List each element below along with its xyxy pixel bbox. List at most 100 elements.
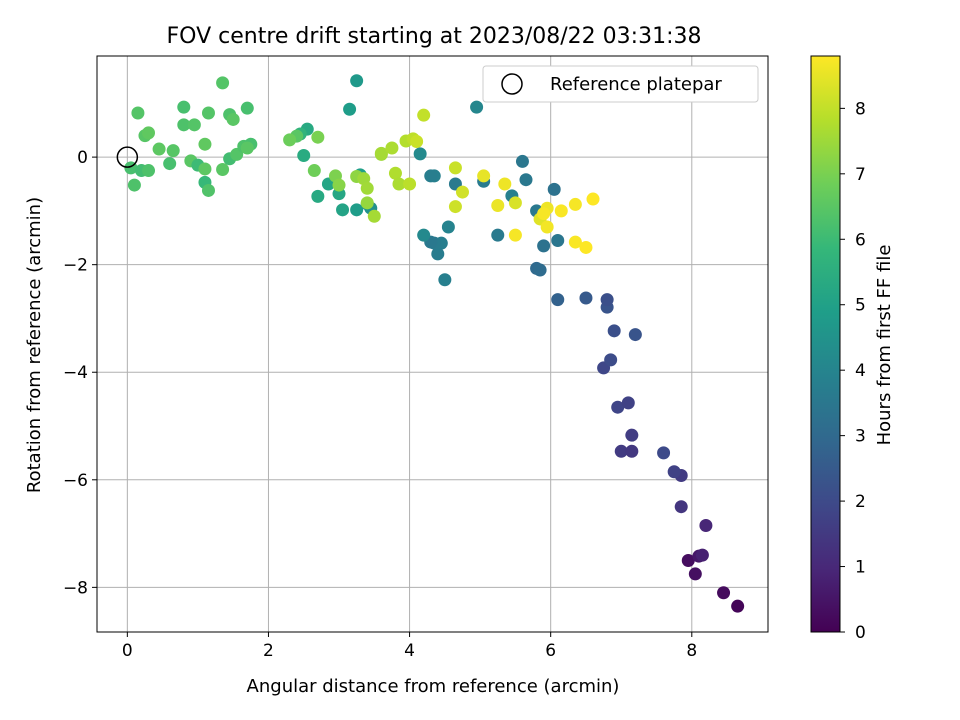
x-tick-label: 4 [404,641,415,661]
data-point [142,164,156,178]
data-point [216,76,230,90]
data-point [551,233,565,247]
data-point [431,247,445,261]
colorbar-tick-label: 5 [855,296,866,316]
x-tick-label: 8 [686,641,697,661]
data-point [628,328,642,342]
data-point [198,162,212,176]
legend: Reference platepar [482,65,759,103]
data-point [579,291,593,305]
data-point [198,137,212,151]
data-point [216,162,230,176]
data-point [579,240,593,254]
data-point [477,169,491,183]
data-point [283,133,297,147]
data-point [441,220,455,234]
data-point [350,203,364,217]
data-point [611,400,625,414]
data-point [131,106,145,120]
data-point [385,141,399,155]
colorbar-tick-label: 3 [855,427,866,447]
x-tick-label: 6 [545,641,556,661]
data-point [554,204,568,218]
data-point [226,112,240,126]
legend-box [482,65,759,103]
data-point [152,142,166,156]
data-point [417,108,431,122]
colorbar-tick-label: 4 [855,361,866,381]
y-axis-label: Rotation from reference (arcmin) [24,197,45,493]
axes-frame [96,55,769,633]
data-point [568,197,582,211]
x-axis-label: Angular distance from reference (arcmin) [247,676,620,697]
data-point [374,146,388,160]
data-point [491,199,505,213]
data-point [240,101,254,115]
data-point [392,177,406,191]
data-point [297,148,311,162]
data-point [311,130,325,144]
data-point [600,293,614,307]
data-point [424,169,438,183]
data-point [127,178,141,192]
data-point [568,235,582,249]
y-tick-label: −6 [63,471,88,491]
data-point [360,181,374,195]
colorbar-tick-label: 8 [855,99,866,119]
data-point [201,183,215,197]
data-point [508,196,522,210]
data-point [491,228,505,242]
data-point [307,164,321,178]
data-point [166,144,180,158]
data-point [508,228,522,242]
colorbar-label: Hours from first FF file [874,245,895,446]
colorbar-gradient [810,55,841,633]
y-tick-label: 0 [77,148,88,168]
data-point [699,519,713,533]
data-point [537,207,551,221]
data-point [621,396,635,410]
data-point [498,177,512,191]
data-point [717,586,731,600]
data-point [625,444,639,458]
x-axis-ticks: 0 2 4 6 8 [122,632,697,661]
data-point [533,263,547,277]
data-point [540,220,554,234]
data-point [177,118,191,132]
x-tick-label: 0 [122,641,133,661]
y-tick-label: −2 [63,256,88,276]
data-point [448,200,462,214]
data-point [332,178,346,192]
colorbar-tick-label: 7 [855,165,866,185]
data-point [311,189,325,203]
legend-label: Reference platepar [550,74,722,95]
data-point [417,228,431,242]
data-point [607,324,621,338]
data-point [604,353,618,367]
y-tick-label: −4 [63,363,88,383]
y-tick-label: −8 [63,578,88,598]
grid-lines [97,56,768,632]
data-point [163,157,177,171]
colorbar-tick-label: 6 [855,230,866,250]
data-point [674,500,688,514]
data-point [731,599,745,613]
data-point [438,273,452,287]
data-point [350,74,364,88]
data-point [413,147,427,161]
reference-platepar-marker [116,146,139,168]
data-point [336,203,350,217]
chart-title: FOV centre drift starting at 2023/08/22 … [167,24,702,49]
data-point [625,428,639,442]
data-point [537,239,551,253]
data-point [515,154,529,168]
data-point [187,118,201,132]
data-point [360,196,374,210]
data-point [240,141,254,155]
colorbar-tick-label: 0 [855,623,866,643]
data-point [470,100,484,114]
data-point [448,161,462,175]
data-point [681,553,695,567]
data-point [688,567,702,581]
